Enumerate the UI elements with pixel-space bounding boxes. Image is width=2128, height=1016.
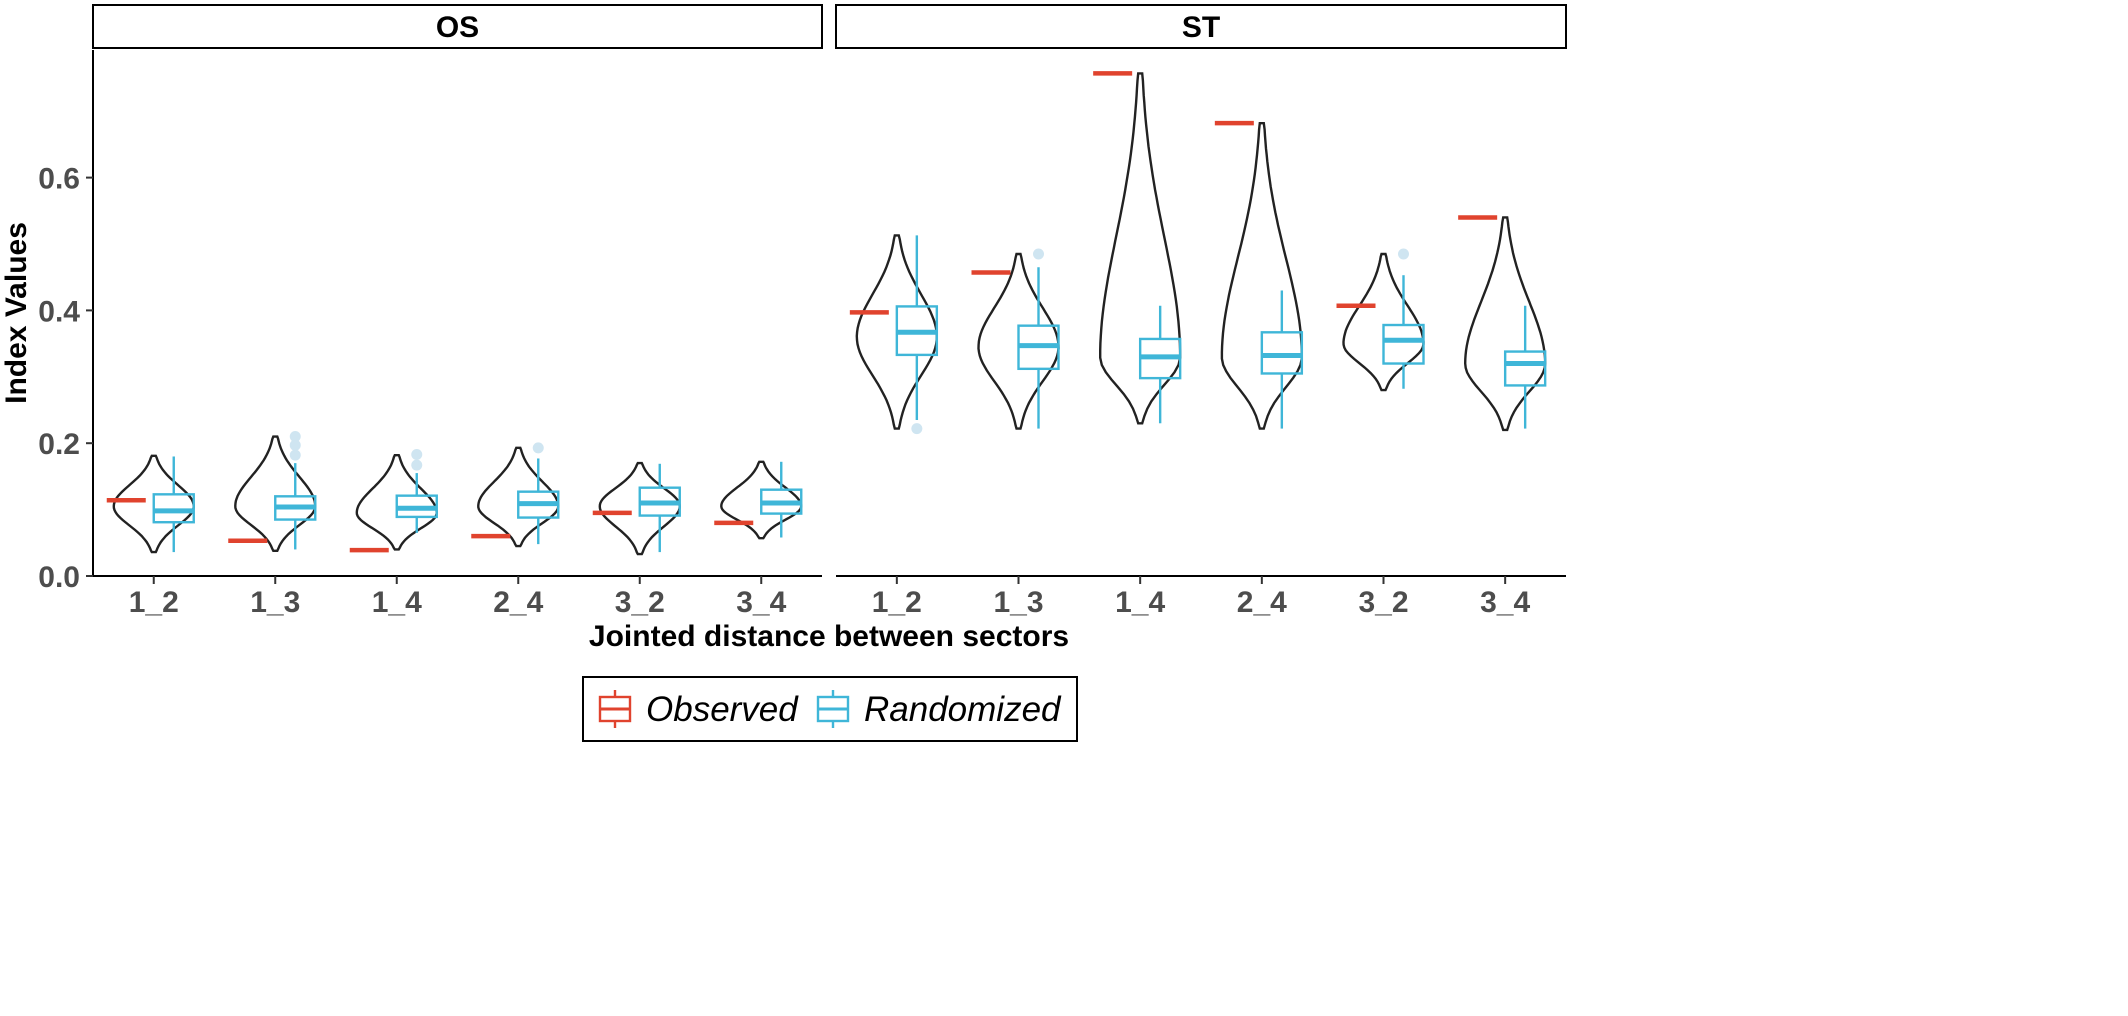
outlier-point bbox=[289, 431, 301, 443]
category-2_4: 2_4 bbox=[1214, 120, 1304, 619]
x-tick-label: 3_4 bbox=[736, 586, 786, 619]
violin bbox=[855, 234, 939, 430]
category-3_4: 3_4 bbox=[1458, 215, 1547, 619]
x-tick-label: 3_4 bbox=[1480, 586, 1530, 619]
x-tick-label: 1_3 bbox=[993, 586, 1043, 619]
randomized-box bbox=[1503, 350, 1547, 387]
panel-title: OS bbox=[436, 11, 479, 44]
legend-item-observed: Observed bbox=[598, 690, 799, 729]
category-1_2: 1_2 bbox=[849, 234, 939, 619]
legend-item-randomized: Randomized bbox=[816, 690, 1062, 729]
violin bbox=[234, 435, 317, 552]
x-tick-label: 1_2 bbox=[129, 586, 179, 619]
outlier-point bbox=[411, 448, 423, 460]
category-1_3: 1_3 bbox=[971, 248, 1060, 619]
outlier-point bbox=[1398, 248, 1409, 260]
panel-strip bbox=[835, 4, 1567, 49]
x-tick-label: 3_2 bbox=[615, 586, 665, 619]
randomized-box bbox=[1260, 331, 1304, 375]
violin bbox=[720, 460, 803, 540]
outlier-point bbox=[289, 449, 301, 461]
panel-strip bbox=[92, 4, 823, 49]
category-1_4: 1_4 bbox=[1093, 71, 1182, 619]
category-1_2: 1_2 bbox=[106, 454, 195, 619]
category-3_2: 3_2 bbox=[592, 461, 681, 619]
outlier-point bbox=[289, 439, 301, 451]
violin bbox=[1099, 72, 1182, 425]
violin bbox=[598, 461, 681, 556]
x-tick-label: 1_3 bbox=[250, 586, 300, 619]
x-tick-label: 2_4 bbox=[1237, 586, 1287, 619]
panel-os: OS 1_2 1_3 1_4 2_4 3_2 3_4 bbox=[92, 4, 823, 619]
category-1_3: 1_3 bbox=[228, 431, 317, 619]
violin bbox=[477, 446, 560, 548]
y-tick-label: 0.4 bbox=[38, 295, 80, 328]
outlier-point bbox=[411, 459, 423, 471]
panel-st: ST 1_2 1_3 1_4 2_4 3_2 3_4 bbox=[835, 4, 1567, 619]
outlier-point bbox=[1033, 248, 1044, 260]
y-tick-label: 0.6 bbox=[38, 163, 80, 196]
randomized-box bbox=[152, 493, 195, 524]
category-3_2: 3_2 bbox=[1336, 248, 1425, 619]
violin bbox=[1463, 216, 1547, 432]
violin bbox=[1220, 122, 1303, 430]
panel-title: ST bbox=[1182, 11, 1220, 44]
x-axis-title: Jointed distance between sectors bbox=[589, 620, 1069, 653]
outlier-point bbox=[532, 442, 544, 454]
y-axis-title: Index Values bbox=[0, 222, 33, 404]
x-tick-label: 1_4 bbox=[1115, 586, 1165, 619]
legend-label: Observed bbox=[646, 690, 799, 729]
x-tick-label: 1_2 bbox=[872, 586, 922, 619]
x-tick-label: 1_4 bbox=[372, 586, 422, 619]
outlier-point bbox=[911, 423, 923, 435]
category-2_4: 2_4 bbox=[471, 442, 560, 619]
violin bbox=[1342, 252, 1425, 392]
legend-label: Randomized bbox=[864, 690, 1062, 729]
x-tick-label: 2_4 bbox=[493, 586, 543, 619]
violin bbox=[112, 454, 195, 554]
y-tick-label: 0.0 bbox=[38, 561, 80, 594]
category-1_4: 1_4 bbox=[349, 448, 438, 619]
y-tick-label: 0.2 bbox=[38, 428, 80, 461]
category-3_4: 3_4 bbox=[714, 460, 803, 619]
x-tick-label: 3_2 bbox=[1358, 586, 1408, 619]
randomized-box bbox=[1382, 323, 1425, 365]
legend: Observed Randomized bbox=[582, 676, 1078, 742]
